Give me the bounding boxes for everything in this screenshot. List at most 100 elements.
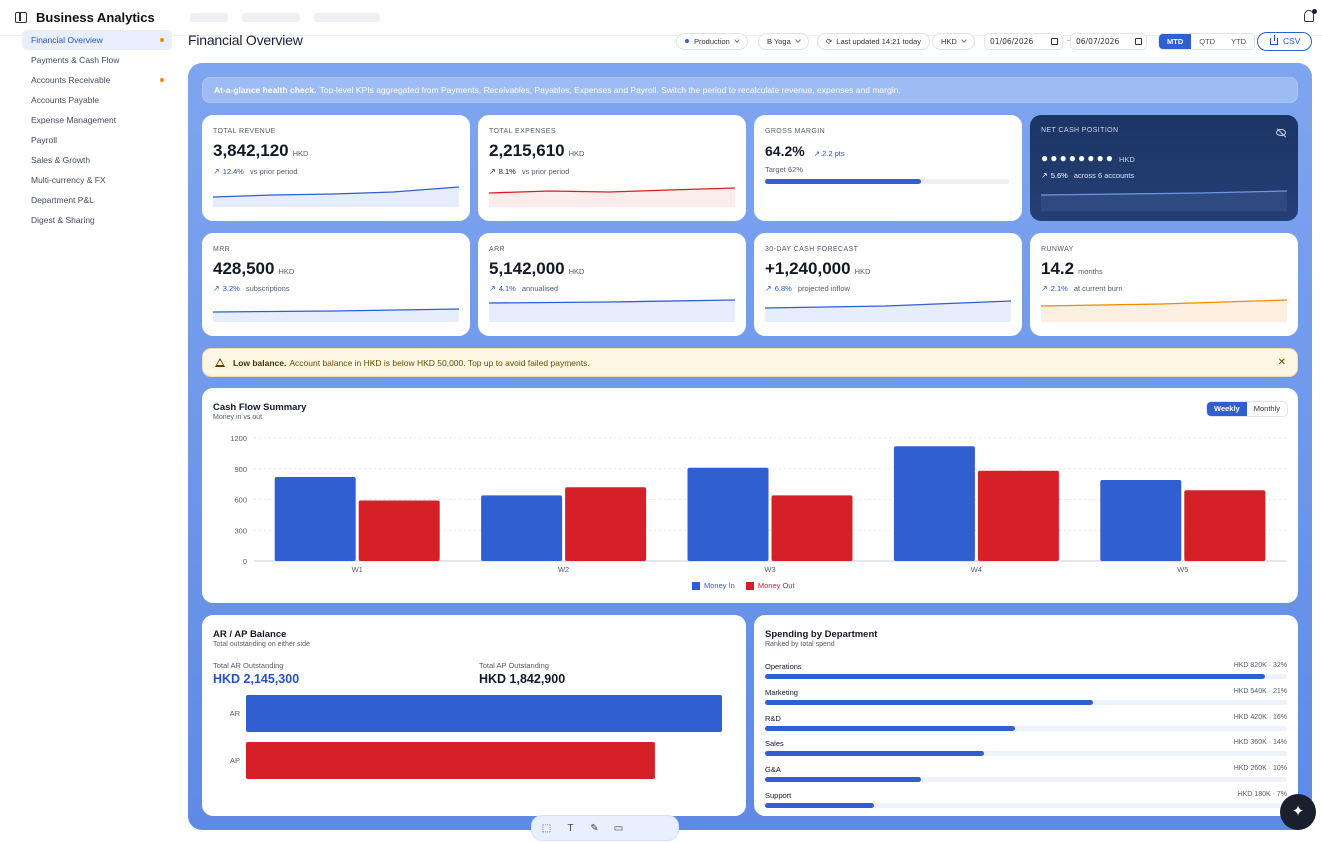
toggle-weekly[interactable]: Weekly <box>1207 402 1247 416</box>
kpi-delta-value: 2.2 pts <box>822 149 845 158</box>
department-bar-fill <box>765 803 875 808</box>
bar-money-in[interactable] <box>1100 480 1182 561</box>
bar-ar[interactable] <box>246 695 722 732</box>
text-icon[interactable]: T <box>567 822 574 834</box>
sparkline <box>213 186 459 207</box>
cash-flow-card: Cash Flow Summary Money in vs out Weekly… <box>202 388 1298 603</box>
margin-progress-fill <box>765 179 922 184</box>
sidebar-item-multi-currency-fx[interactable]: Multi-currency & FX <box>22 170 172 190</box>
kpi-label: TOTAL EXPENSES <box>489 128 556 135</box>
kpi-net-cash[interactable]: NET CASH POSITION ●●●●●●●● HKD ↗ 5.6% acros… <box>1030 115 1298 221</box>
kpi-label: TOTAL REVENUE <box>213 128 276 135</box>
y-tick-label: 1200 <box>230 434 247 443</box>
sidebar-item-accounts-payable[interactable]: Accounts Payable <box>22 90 172 110</box>
date-from-input[interactable]: 01/06/2026 <box>984 33 1063 50</box>
department-bar-fill <box>765 699 1094 705</box>
bar-money-out[interactable] <box>771 495 853 561</box>
sidebar-item-department-p-l[interactable]: Department P&L <box>22 190 172 210</box>
period-qtd[interactable]: QTD <box>1199 37 1216 46</box>
kpi-delta-note: at current burn <box>1073 284 1123 293</box>
sidebar-item-payroll[interactable]: Payroll <box>22 130 172 150</box>
trend-up-icon: ↗ <box>765 284 772 293</box>
department-row[interactable]: R&D HKD 420K · 16% <box>765 714 1287 734</box>
period-mtd[interactable]: MTD <box>1159 34 1192 49</box>
sidebar-item-digest-sharing[interactable]: Digest & Sharing <box>22 210 172 230</box>
department-bar-track <box>765 674 1287 679</box>
kpi-mrr[interactable]: MRR 428,500 HKD ↗ 3.2% subscriptions <box>202 233 470 336</box>
bar-ap[interactable] <box>246 742 655 779</box>
kpi-gross-margin[interactable]: GROSS MARGIN 64.2% ↗ 2.2 pts Target 62% <box>754 115 1022 221</box>
sidebar-item-label: Accounts Receivable <box>31 75 111 85</box>
bar-money-in[interactable] <box>893 446 975 561</box>
kpi-runway[interactable]: RUNWAY 14.2 months ↗ 2.1% at current burn <box>1030 233 1298 336</box>
sparkline <box>1041 299 1287 322</box>
kpi-delta: ↗ 12.4% vs prior period <box>213 167 298 176</box>
entity-select[interactable]: B Yoga <box>758 33 809 50</box>
department-row[interactable]: Sales HKD 360K · 14% <box>765 739 1287 759</box>
ar-ap-card: AR / AP Balance Total outstanding on eit… <box>202 615 746 816</box>
environment-select[interactable]: Production <box>676 33 748 50</box>
bar-money-in[interactable] <box>481 495 563 561</box>
sidebar-item-expense-management[interactable]: Expense Management <box>22 110 172 130</box>
kpi-value: ●●●●●●●● HKD <box>1041 151 1135 165</box>
bar-money-in[interactable] <box>274 476 356 561</box>
department-row[interactable]: Support HKD 180K · 7% <box>765 791 1287 811</box>
kpi-cash-forecast[interactable]: 30-DAY CASH FORECAST +1,240,000 HKD ↗ 6.8%… <box>754 233 1022 336</box>
department-row[interactable]: G&A HKD 260K · 10% <box>765 765 1287 785</box>
card-subtitle: Money in vs out <box>213 414 263 421</box>
kpi-delta-note: annualised <box>521 284 559 293</box>
sidebar-item-label: Payroll <box>31 135 57 145</box>
legend-item[interactable]: Money Out <box>745 581 795 590</box>
department-name: G&A <box>765 765 781 775</box>
bell-icon[interactable] <box>1304 10 1314 22</box>
date-from-value: 01/06/2026 <box>990 37 1034 46</box>
trend-up-icon: ↗ <box>1041 284 1048 293</box>
department-value: HKD 260K · 10% <box>1233 765 1287 773</box>
kpi-unit: HKD <box>568 149 585 158</box>
date-to-input[interactable]: 06/07/2026 <box>1070 33 1147 50</box>
bar-money-out[interactable] <box>1184 490 1266 561</box>
sidebar-item-payments-cash-flow[interactable]: Payments & Cash Flow <box>22 50 172 70</box>
bar-money-out[interactable] <box>565 487 647 561</box>
sidebar-item-financial-overview[interactable]: Financial Overview <box>22 30 172 50</box>
bar-money-out[interactable] <box>977 470 1059 561</box>
entity-value: B Yoga <box>767 37 791 46</box>
kpi-label: ARR <box>489 246 505 253</box>
spending-card: Spending by Department Ranked by total s… <box>754 615 1298 816</box>
kpi-arr[interactable]: ARR 5,142,000 HKD ↗ 4.1% annualised <box>478 233 746 336</box>
close-icon[interactable]: ✕ <box>1277 357 1286 368</box>
y-tick-label: 600 <box>234 496 247 505</box>
margin-progress <box>765 179 1009 184</box>
ap-label: Total AP Outstanding <box>479 661 549 670</box>
kpi-total-expenses[interactable]: TOTAL EXPENSES 2,215,610 HKD ↗ 8.1% vs prio… <box>478 115 746 221</box>
legend-item[interactable]: Money In <box>692 581 735 590</box>
kpi-total-revenue[interactable]: TOTAL REVENUE 3,842,120 HKD ↗ 12.4% vs prio… <box>202 115 470 221</box>
period-ytd[interactable]: YTD <box>1231 37 1247 46</box>
card-title: Spending by Department <box>765 629 878 640</box>
kpi-delta-note: subscriptions <box>245 284 290 293</box>
cash-flow-chart: 0 300 600 900 1200 W1 W2 W3 W4 W5 <box>230 434 1286 574</box>
pen-icon[interactable]: ✎ <box>590 822 599 834</box>
bar-money-out[interactable] <box>358 500 440 561</box>
refresh-button[interactable]: ⟳ Last updated 14:21 today <box>817 33 930 50</box>
sparkle-icon[interactable]: ✦ <box>1280 794 1316 830</box>
department-row[interactable]: Operations HKD 820K · 32% <box>765 662 1287 682</box>
comment-icon[interactable]: ▭ <box>613 822 624 834</box>
breadcrumb-placeholder <box>190 13 228 22</box>
kpi-delta-note: across 6 accounts <box>1073 171 1135 180</box>
department-row[interactable]: Marketing HKD 540K · 21% <box>765 688 1287 708</box>
ar-label: Total AR Outstanding <box>213 661 284 670</box>
legend-swatch <box>692 581 700 590</box>
bar-money-in[interactable] <box>687 467 769 561</box>
toggle-monthly[interactable]: Monthly <box>1253 404 1280 413</box>
select-icon[interactable]: ⬚ <box>541 822 552 834</box>
sidebar-panel-icon[interactable] <box>15 12 27 23</box>
legend-label: Money Out <box>757 581 795 590</box>
sidebar-item-accounts-receivable[interactable]: Accounts Receivable <box>22 70 172 90</box>
eye-off-icon[interactable] <box>1276 129 1286 136</box>
department-bar-fill <box>765 674 1265 679</box>
csv-export-button[interactable]: CSV <box>1257 32 1312 51</box>
kpi-delta-note: vs prior period <box>249 167 298 176</box>
currency-select[interactable]: HKD <box>932 33 975 50</box>
sidebar-item-sales-growth[interactable]: Sales & Growth <box>22 150 172 170</box>
